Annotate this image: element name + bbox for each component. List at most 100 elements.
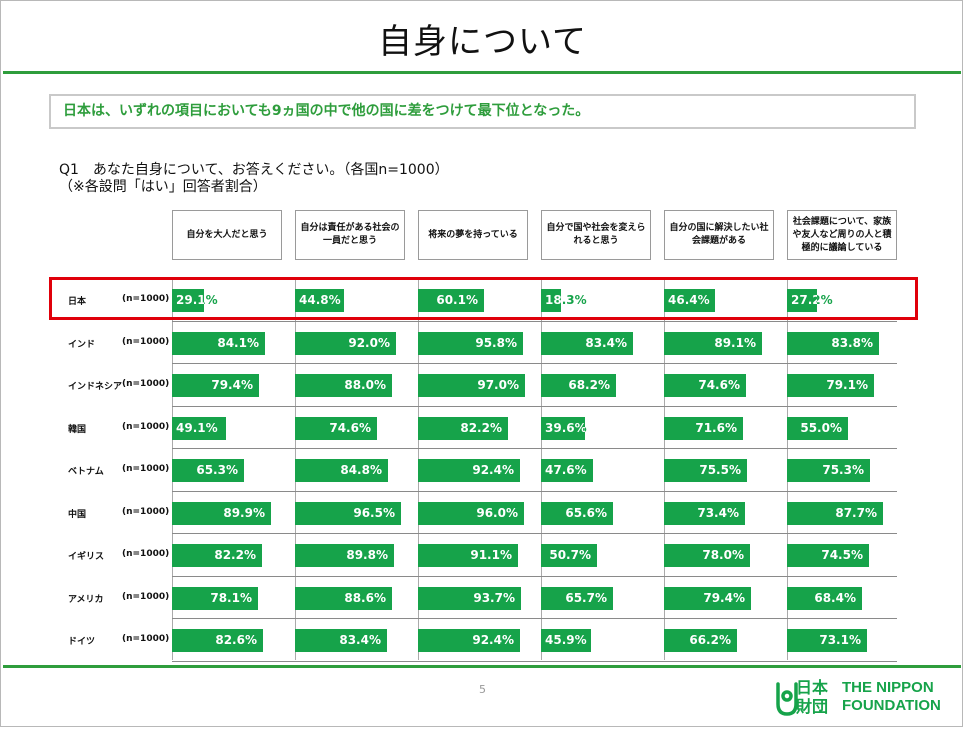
data-label: 92.4% bbox=[472, 463, 514, 478]
logo-jp-line2: 財団 bbox=[796, 697, 829, 716]
row-sample-size: (n=1000) bbox=[122, 464, 170, 475]
data-bar bbox=[787, 416, 848, 440]
data-label: 92.0% bbox=[348, 335, 390, 350]
data-label: 75.3% bbox=[822, 463, 864, 478]
data-bar bbox=[295, 289, 344, 313]
data-bar bbox=[787, 586, 862, 610]
data-label: 88.0% bbox=[344, 378, 386, 393]
japan-highlight-box bbox=[49, 277, 918, 320]
data-bar bbox=[295, 629, 387, 653]
data-bar bbox=[172, 374, 259, 398]
data-bar bbox=[172, 416, 226, 440]
data-bar bbox=[664, 331, 762, 355]
data-label: 47.6% bbox=[545, 459, 587, 482]
data-label: 78.1% bbox=[210, 590, 252, 605]
column-header-3: 将来の夢を持っている bbox=[418, 210, 528, 260]
data-label: 92.4% bbox=[472, 633, 514, 648]
column-header-4: 自分で国や社会を変えられると思う bbox=[541, 210, 651, 260]
data-bar bbox=[295, 544, 394, 568]
logo-en-line2: FOUNDATION bbox=[842, 697, 941, 714]
data-label: 75.5% bbox=[699, 463, 741, 478]
data-bar bbox=[295, 586, 392, 610]
data-label: 60.1% bbox=[436, 293, 478, 308]
column-header-6: 社会課題について、家族や友人など周りの人と積極的に議論している bbox=[787, 210, 897, 260]
data-bar bbox=[172, 501, 271, 525]
data-label: 73.1% bbox=[819, 633, 861, 648]
data-bar bbox=[172, 629, 263, 653]
row-divider bbox=[172, 660, 897, 662]
data-bar bbox=[787, 501, 883, 525]
data-bar bbox=[541, 331, 633, 355]
row-sample-size: (n=1000) bbox=[122, 634, 170, 645]
data-bar bbox=[664, 459, 747, 483]
data-label: 50.7% bbox=[549, 548, 591, 563]
data-label: 83.8% bbox=[831, 335, 873, 350]
data-bar bbox=[664, 416, 743, 440]
data-label: 83.4% bbox=[339, 633, 381, 648]
title-divider bbox=[3, 71, 961, 74]
data-bar bbox=[664, 501, 745, 525]
data-label: 89.9% bbox=[223, 505, 265, 520]
data-bar bbox=[418, 289, 484, 313]
data-bar bbox=[418, 374, 525, 398]
data-bar bbox=[418, 331, 523, 355]
data-label: 45.9% bbox=[545, 629, 587, 652]
data-bar bbox=[172, 289, 204, 313]
data-bar bbox=[787, 289, 817, 313]
data-label: 74.5% bbox=[821, 548, 863, 563]
row-label-country: 日本 bbox=[68, 297, 87, 308]
row-sample-size: (n=1000) bbox=[122, 379, 170, 390]
data-label: 68.2% bbox=[568, 378, 610, 393]
row-label-country: イギリス bbox=[68, 552, 105, 563]
data-label: 71.6% bbox=[695, 420, 737, 435]
data-label: 65.7% bbox=[565, 590, 607, 605]
data-bar bbox=[418, 459, 520, 483]
data-bar bbox=[172, 459, 244, 483]
row-divider bbox=[172, 320, 897, 322]
data-bar bbox=[541, 289, 561, 313]
data-bar bbox=[664, 586, 751, 610]
logo-english-text: THE NIPPON FOUNDATION bbox=[842, 679, 941, 715]
data-label: 46.4% bbox=[668, 289, 710, 312]
row-sample-size: (n=1000) bbox=[122, 591, 170, 602]
row-sample-size: (n=1000) bbox=[122, 336, 170, 347]
data-label: 97.0% bbox=[477, 378, 519, 393]
data-label: 82.6% bbox=[215, 633, 257, 648]
row-sample-size: (n=1000) bbox=[122, 294, 170, 305]
data-label: 83.4% bbox=[585, 335, 627, 350]
data-bar bbox=[787, 374, 874, 398]
data-bar bbox=[172, 586, 258, 610]
data-label: 88.6% bbox=[344, 590, 386, 605]
row-divider bbox=[172, 533, 897, 534]
data-label: 89.1% bbox=[714, 335, 756, 350]
data-label: 87.7% bbox=[835, 505, 877, 520]
question-text: Q1 あなた自身について、お答えください。（各国n=1000） bbox=[59, 162, 449, 178]
data-label: 29.1% bbox=[176, 289, 218, 312]
row-divider bbox=[172, 363, 897, 364]
data-bar bbox=[787, 544, 869, 568]
data-bar bbox=[295, 374, 392, 398]
data-label: 89.8% bbox=[346, 548, 388, 563]
row-divider bbox=[172, 490, 897, 492]
data-bar bbox=[541, 586, 613, 610]
data-label: 55.0% bbox=[800, 420, 842, 435]
data-bar bbox=[664, 629, 737, 653]
data-label: 65.6% bbox=[565, 505, 607, 520]
data-label: 96.0% bbox=[476, 505, 518, 520]
data-label: 74.6% bbox=[329, 420, 371, 435]
nippon-foundation-logo-icon bbox=[776, 682, 798, 716]
row-sample-size: (n=1000) bbox=[122, 421, 170, 432]
logo-jp-line1: 日本 bbox=[796, 678, 829, 697]
data-label: 39.6% bbox=[545, 417, 587, 440]
footer-divider bbox=[3, 665, 961, 668]
data-label: 78.0% bbox=[702, 548, 744, 563]
row-label-country: ドイツ bbox=[68, 637, 96, 648]
row-divider bbox=[172, 405, 897, 407]
data-bar bbox=[418, 416, 508, 440]
column-header-2: 自分は責任がある社会の一員だと思う bbox=[295, 210, 405, 260]
data-label: 91.1% bbox=[470, 548, 512, 563]
data-label: 66.2% bbox=[689, 633, 731, 648]
data-label: 73.4% bbox=[697, 505, 739, 520]
data-bar bbox=[295, 416, 377, 440]
